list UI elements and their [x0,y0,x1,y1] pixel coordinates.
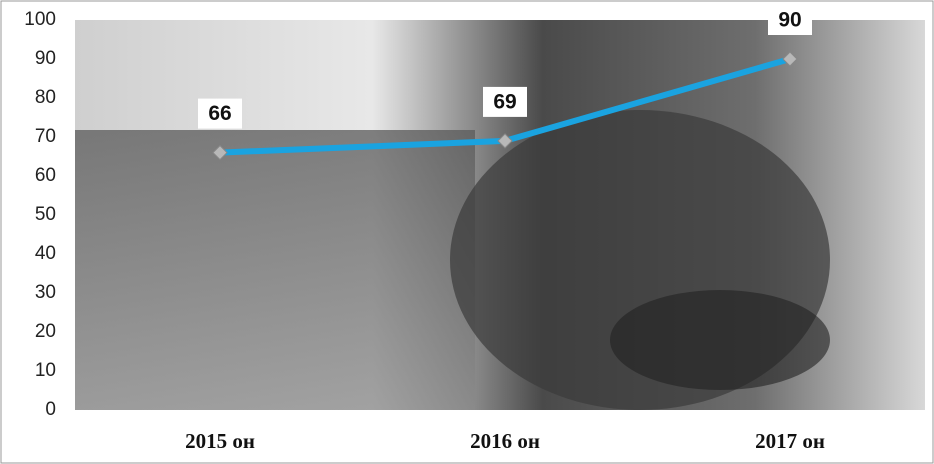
y-tick-label: 20 [35,321,56,342]
value-label: 69 [493,90,516,113]
x-tick-label: 2015 он [185,429,255,453]
value-label: 66 [208,102,231,125]
marker [212,144,228,161]
value-label-box [768,5,812,35]
y-tick-label: 80 [35,87,56,108]
x-tick-label: 2016 он [470,429,540,453]
value-label-box [198,98,242,129]
y-tick-label: 70 [35,126,56,147]
x-tick-label: 2017 он [755,429,825,453]
y-tick-label: 40 [35,243,56,264]
marker [782,51,798,67]
y-tick-label: 60 [35,165,56,186]
value-label-box [483,86,527,117]
y-tick-label: 90 [35,48,56,69]
background-photo [75,20,925,410]
y-tick-label: 50 [35,204,56,225]
y-tick-label: 30 [35,282,56,303]
value-label: 90 [778,9,801,32]
y-tick-label: 10 [35,360,56,381]
y-tick-label: 0 [45,399,56,420]
marker [497,133,513,149]
y-tick-label: 100 [24,9,56,30]
